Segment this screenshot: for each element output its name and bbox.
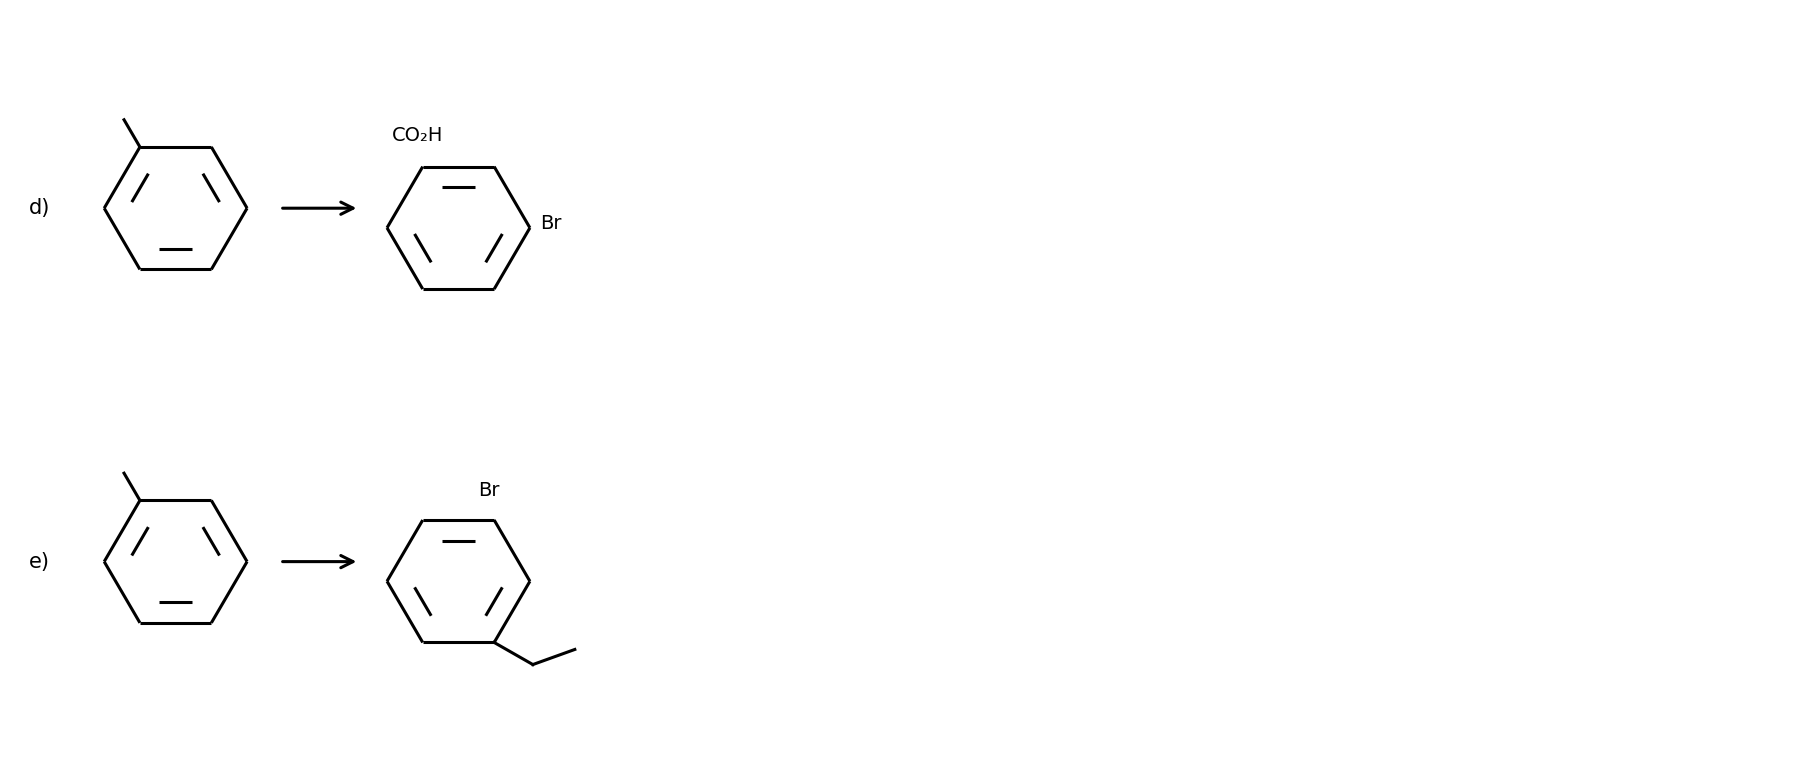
- Text: CO₂H: CO₂H: [392, 126, 443, 145]
- Text: d): d): [29, 198, 51, 218]
- Text: e): e): [29, 552, 49, 572]
- Text: Br: Br: [541, 214, 561, 233]
- Text: Br: Br: [479, 481, 501, 500]
